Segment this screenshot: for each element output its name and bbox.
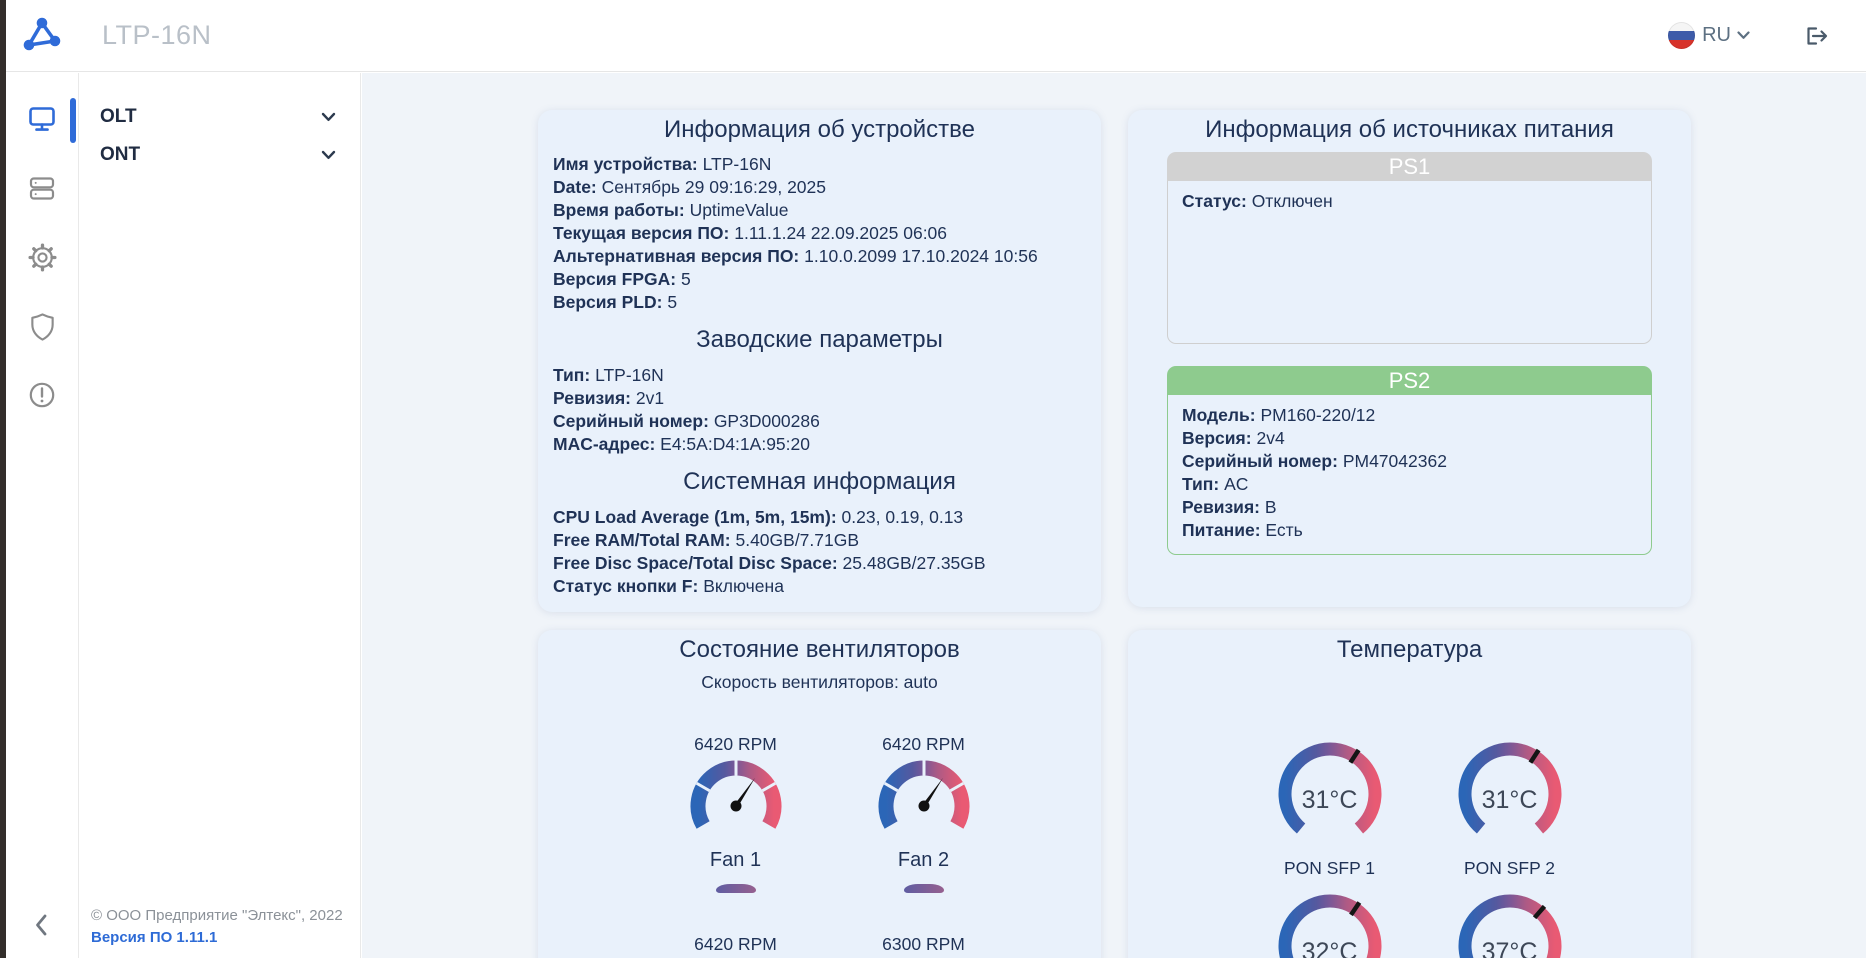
temperature-card: Температура 31°C PON SFP 1 31°C PON SFP … (1128, 630, 1691, 958)
info-line: Тип: LTP-16N (553, 365, 664, 385)
fan-gauge-icon (878, 760, 969, 829)
card-title: Информация об устройстве (663, 116, 975, 143)
shield-icon[interactable] (26, 310, 58, 342)
page-title: LTP-16N (102, 20, 212, 50)
fan-gauge-icon (690, 760, 781, 829)
fans-speed-mode: Скорость вентиляторов: auto (701, 672, 938, 692)
temperature-value: 37°C (1481, 938, 1538, 958)
logout-button[interactable] (1802, 24, 1830, 48)
firmware-version-link[interactable]: Версия ПО 1.11.1 (91, 929, 218, 946)
fan-gauge-widget: 6420 RPM (642, 933, 830, 958)
devices-icon[interactable] (26, 172, 58, 204)
chevron-down-icon (1737, 31, 1750, 39)
sidebar-item-label: OLT (100, 106, 137, 127)
temperature-ring-icon (1458, 894, 1561, 958)
alert-icon[interactable] (26, 379, 58, 411)
info-line: Free RAM/Total RAM: 5.40GB/7.71GB (553, 530, 860, 550)
fan-gauge-widget: 6420 RPM Fan 2 (830, 733, 1018, 893)
chevron-down-icon (321, 150, 336, 159)
topbar: LTP-16N RU (6, 0, 1866, 72)
card-title: Температура (1336, 636, 1483, 663)
language-selector[interactable]: RU (1668, 22, 1750, 49)
ps1-header: PS1 (1167, 152, 1652, 181)
card-title: Информация об источниках питания (1205, 116, 1614, 143)
info-line: Текущая версия ПО: 1.11.1.24 22.09.2025 … (553, 223, 948, 243)
info-line: Время работы: UptimeValue (553, 200, 789, 220)
fan-rpm-value: 6300 RPM (882, 934, 965, 954)
sidebar-item-ont[interactable]: ONT (79, 137, 360, 173)
info-line: MAC-адрес: E4:5A:D4:1A:95:20 (553, 434, 810, 454)
power-supplies-card: Информация об источниках питания PS1 Ста… (1128, 110, 1691, 607)
eltex-logo-icon (22, 16, 62, 56)
active-nav-indicator (70, 98, 76, 143)
fan-gauge-widget: 6300 RPM (830, 933, 1018, 958)
window-edge (0, 0, 6, 958)
info-line: Модель: PM160-220/12 (1182, 405, 1376, 425)
section-title-system: Системная информация (683, 468, 956, 495)
info-line: Ревизия: 2v1 (553, 388, 665, 408)
temperature-value: 31°C (1481, 786, 1538, 814)
sensor-label: PON SFP 1 (1283, 858, 1376, 878)
info-line: Версия PLD: 5 (553, 292, 678, 312)
fan-rpm-value: 6420 RPM (882, 734, 965, 754)
ps2-header: PS2 (1167, 366, 1652, 395)
fan-name: Fan 1 (709, 849, 762, 871)
sensor-label: PON SFP 2 (1463, 858, 1556, 878)
copyright-text: © ООО Предприятие "Элтекс", 2022 (91, 907, 343, 924)
language-code: RU (1702, 24, 1731, 46)
card-title: Состояние вентиляторов (679, 636, 960, 663)
info-line: Date: Сентябрь 29 09:16:29, 2025 (553, 177, 827, 197)
info-line: Питание: Есть (1182, 520, 1303, 540)
chevron-down-icon (321, 112, 336, 121)
info-line: Ревизия: B (1182, 497, 1277, 517)
temperature-gauge-widget: 31°C PON SFP 2 (1420, 736, 1600, 880)
temperature-ring-icon (1278, 894, 1381, 958)
temperature-value: 31°C (1301, 786, 1358, 814)
temperature-value: 32°C (1301, 938, 1358, 958)
ps1-block: PS1 Статус: Отключен (1167, 152, 1652, 344)
fan-rpm-value: 6420 RPM (694, 934, 777, 954)
sidebar-item-label: ONT (100, 144, 141, 165)
settings-gear-icon[interactable] (26, 241, 58, 273)
info-line: Альтернативная версия ПО: 1.10.0.2099 17… (553, 246, 1038, 266)
info-line: Версия: 2v4 (1182, 428, 1285, 448)
monitoring-icon[interactable] (26, 103, 58, 135)
sidebar-collapse-button[interactable] (35, 914, 49, 936)
info-line: Тип: AC (1182, 474, 1249, 494)
fans-card: Состояние вентиляторов Скорость вентилят… (538, 630, 1101, 958)
ps2-body: Модель: PM160-220/12 Версия: 2v4 Серийны… (1167, 395, 1652, 555)
temperature-gauge-widget: 32°C (1240, 888, 1420, 958)
temperature-ring-icon (1278, 742, 1381, 834)
ps2-block: PS2 Модель: PM160-220/12 Версия: 2v4 Сер… (1167, 366, 1652, 555)
sidebar: OLT ONT © ООО Предприятие "Элтекс", 2022… (79, 73, 361, 958)
russia-flag-icon (1668, 22, 1696, 49)
ps1-body: Статус: Отключен (1167, 181, 1652, 344)
icon-rail (6, 73, 79, 958)
info-line: Статус кнопки F: Включена (553, 576, 784, 596)
info-line: Серийный номер: PM47042362 (1182, 451, 1447, 471)
info-line: Статус: Отключен (1182, 191, 1333, 211)
sidebar-item-olt[interactable]: OLT (79, 99, 360, 135)
temperature-gauge-widget: 31°C PON SFP 1 (1240, 736, 1420, 880)
fan-name: Fan 2 (897, 849, 950, 871)
section-title-factory: Заводские параметры (696, 326, 943, 353)
device-info-card: Информация об устройстве Имя устройства:… (538, 110, 1101, 612)
info-line: Free Disc Space/Total Disc Space: 25.48G… (553, 553, 986, 573)
info-line: Версия FPGA: 5 (553, 269, 691, 289)
gauge-arc-fragment (715, 884, 756, 893)
temperature-ring-icon (1458, 742, 1561, 834)
main-content: Информация об устройстве Имя устройства:… (362, 73, 1866, 958)
fan-rpm-value: 6420 RPM (694, 734, 777, 754)
fan-gauge-widget: 6420 RPM Fan 1 (642, 733, 830, 893)
info-line: Имя устройства: LTP-16N (553, 154, 772, 174)
info-line: Серийный номер: GP3D000286 (553, 411, 820, 431)
info-line: CPU Load Average (1m, 5m, 15m): 0.23, 0.… (553, 507, 964, 527)
temperature-gauge-widget: 37°C (1420, 888, 1600, 958)
gauge-arc-fragment (903, 884, 944, 893)
